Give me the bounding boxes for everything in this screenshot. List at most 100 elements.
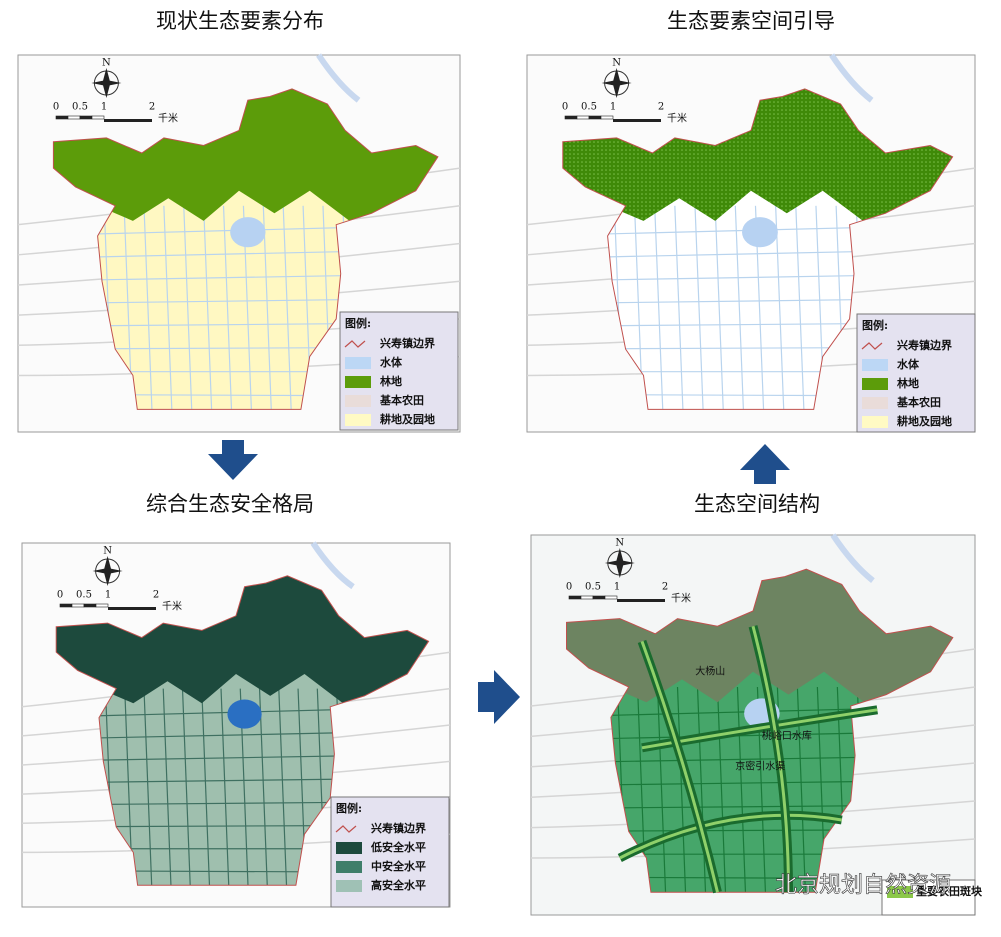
legend-swatch — [345, 357, 371, 369]
arrow-right — [478, 670, 520, 724]
parcel-line — [716, 686, 727, 893]
legend-swatch — [345, 395, 371, 407]
legend-line — [861, 342, 883, 350]
scale-segment — [59, 603, 73, 608]
scale-segment — [600, 115, 614, 120]
parcel-line — [262, 205, 273, 410]
legend-title: 图例: — [336, 801, 362, 815]
legend-item: 兴寿镇边界 — [371, 821, 426, 835]
legend-item: 高安全水平 — [371, 878, 426, 892]
scale-segment — [588, 115, 602, 120]
legend-item: 林地 — [897, 376, 919, 390]
town-boundary — [52, 88, 439, 410]
scale-segment — [592, 595, 606, 600]
parcel-line — [183, 205, 194, 410]
river — [830, 533, 875, 583]
scale-segment — [79, 115, 93, 120]
compass-needle — [91, 68, 122, 98]
legend-title: 图例: — [862, 318, 888, 332]
river — [316, 53, 361, 103]
north-label: N — [612, 58, 621, 69]
scale-label: 0.5 — [72, 102, 88, 113]
scale-label: 0.5 — [76, 590, 92, 601]
legend-item: 中安全水平 — [371, 859, 426, 873]
north-label: N — [615, 538, 624, 549]
parcel-line — [694, 205, 705, 410]
scale-label: 0 — [57, 590, 63, 601]
legend-item: 耕地及园地 — [380, 412, 435, 426]
scale-label: 0 — [53, 102, 59, 113]
parcel-line — [775, 205, 786, 410]
panel-title: 现状生态要素分布 — [156, 9, 324, 33]
compass-needle — [601, 68, 632, 98]
legend-item: 兴寿镇边界 — [380, 336, 435, 350]
scale-label: 2 — [149, 102, 155, 113]
parcel-line — [258, 688, 269, 886]
scale-label: 1 — [614, 582, 620, 593]
legend-box — [339, 311, 459, 431]
legend-swatch — [345, 414, 371, 426]
legend-swatch — [887, 886, 913, 898]
scale-segment — [580, 595, 594, 600]
scale-unit: 千米 — [671, 592, 691, 605]
parcel-line — [222, 205, 233, 410]
scale-segment — [108, 607, 156, 610]
watermark: 北京规划自然资源 — [775, 873, 951, 898]
scale-label: 1 — [610, 102, 616, 113]
corridor-core — [640, 640, 719, 893]
scale-segment — [617, 599, 665, 602]
panel-title: 生态空间结构 — [694, 492, 820, 516]
scale-label: 2 — [658, 102, 664, 113]
scale-label: 0 — [566, 582, 572, 593]
town-boundary — [566, 568, 954, 893]
north-label: N — [102, 58, 111, 69]
legend-item: 耕地及园地 — [897, 414, 952, 428]
reservoir — [230, 217, 266, 248]
legend-line — [335, 825, 357, 833]
legend-title: 图例: — [345, 316, 371, 330]
compass-needle — [604, 548, 635, 578]
scale-segment — [104, 119, 152, 122]
scale-segment — [95, 603, 109, 608]
scale-segment — [576, 115, 590, 120]
parcel-line — [203, 205, 214, 410]
scale-segment — [91, 115, 105, 120]
scale-label: 2 — [153, 590, 159, 601]
legend-line — [344, 340, 366, 348]
legend-item: 水体 — [897, 357, 920, 371]
scale-unit: 千米 — [667, 112, 687, 125]
town-boundary — [562, 88, 954, 410]
legend-swatch — [862, 416, 888, 428]
parcel-line — [163, 205, 174, 410]
corridor-core — [619, 813, 843, 860]
scale-segment — [568, 595, 582, 600]
river — [829, 53, 874, 103]
parcel-line — [201, 688, 211, 886]
map-label: 桃峪口水库 — [762, 729, 812, 742]
legend-item: 水体 — [380, 355, 403, 369]
legend-swatch — [336, 842, 362, 854]
scale-unit: 千米 — [158, 112, 178, 125]
parcel-line — [278, 688, 288, 886]
scale-label: 0 — [562, 102, 568, 113]
arrow-down — [208, 440, 258, 480]
parcel-line — [282, 205, 293, 410]
scale-segment — [613, 119, 661, 122]
scale-segment — [564, 115, 578, 120]
legend-item: 林地 — [380, 374, 402, 388]
town-boundary — [55, 575, 430, 886]
parcel-line — [696, 686, 707, 893]
reservoir — [227, 699, 262, 729]
legend-swatch — [345, 376, 371, 388]
legend-item: 低安全水平 — [370, 840, 426, 854]
map-label: 大杨山 — [695, 664, 725, 677]
scale-segment — [604, 595, 618, 600]
legend-item: 重要农田斑块 — [916, 884, 983, 898]
scale-label: 1 — [105, 590, 111, 601]
scale-label: 2 — [662, 582, 668, 593]
parcel-line — [220, 688, 231, 886]
compass-needle — [92, 556, 123, 586]
map-label: 京密引水渠 — [735, 759, 785, 772]
